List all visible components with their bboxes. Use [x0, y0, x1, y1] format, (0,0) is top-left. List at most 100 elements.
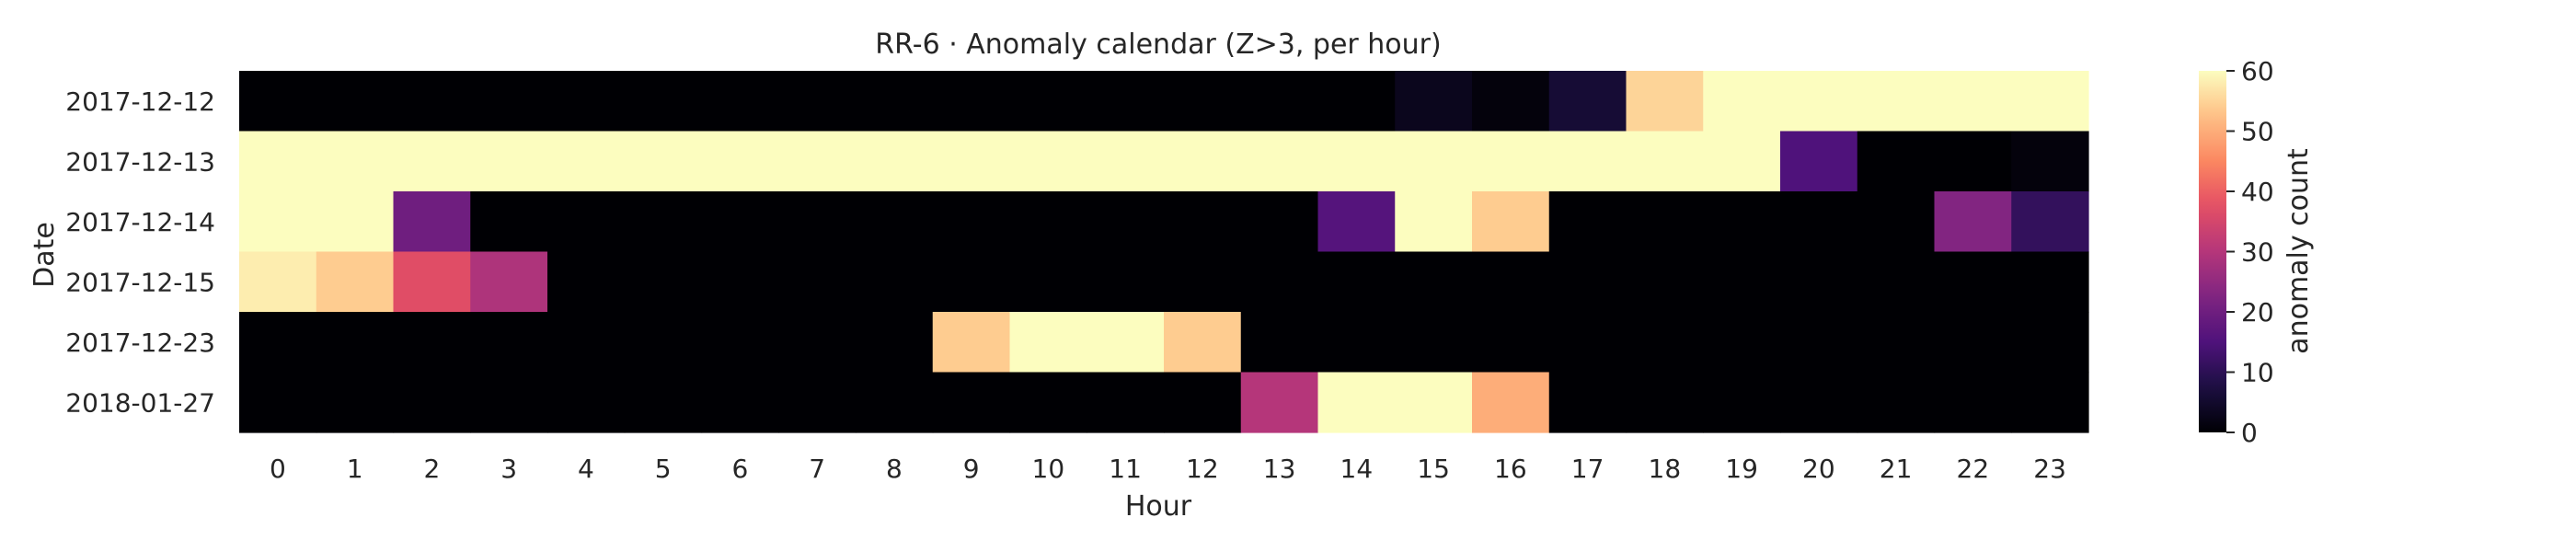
heatmap-cell: [778, 191, 857, 253]
x-tick-label: 5: [655, 454, 672, 484]
colorbar-ticks: 0 10 20 30 40 50 60: [2226, 56, 2274, 448]
heatmap-cell: [624, 312, 703, 374]
heatmap-cell: [1703, 372, 1781, 433]
x-tick-label: 21: [1880, 454, 1913, 484]
colorbar-tick-label: 10: [2241, 358, 2274, 388]
colorbar-tick-label: 50: [2241, 117, 2274, 147]
heatmap-cell: [547, 71, 626, 132]
colorbar-tick-label: 60: [2241, 56, 2274, 86]
x-tick-label: 23: [2033, 454, 2066, 484]
heatmap-cell: [547, 312, 626, 374]
heatmap-cell: [701, 191, 779, 253]
heatmap-cell: [932, 372, 1011, 433]
heatmap-cell: [1857, 312, 1936, 374]
heatmap-cell: [1548, 131, 1627, 192]
heatmap-cell: [1857, 71, 1936, 132]
heatmap-cell: [1548, 191, 1627, 253]
heatmap-cell: [1317, 131, 1396, 192]
x-tick-label: 12: [1186, 454, 1219, 484]
heatmap-cell: [624, 372, 703, 433]
x-tick-label: 14: [1340, 454, 1374, 484]
heatmap-cell: [1780, 372, 1858, 433]
x-axis-label: Hour: [1125, 490, 1192, 523]
heatmap-cell: [1548, 372, 1627, 433]
heatmap-cell: [1780, 251, 1858, 313]
heatmap-cell: [1395, 131, 1473, 192]
heatmap-cell: [1240, 251, 1319, 313]
heatmap-cell: [778, 251, 857, 313]
heatmap-cell: [393, 312, 471, 374]
heatmap-cell: [1317, 71, 1396, 132]
heatmap-cell: [778, 71, 857, 132]
heatmap-cell: [778, 372, 857, 433]
heatmap-cell: [1780, 71, 1858, 132]
heatmap-cell: [1703, 131, 1781, 192]
heatmap-cell: [1164, 251, 1242, 313]
x-tick-label: 13: [1263, 454, 1296, 484]
heatmap-cell: [1087, 71, 1165, 132]
x-tick-label: 6: [731, 454, 748, 484]
heatmap-cell: [1009, 191, 1087, 253]
heatmap-cell: [470, 251, 548, 313]
heatmap-cell: [1626, 131, 1704, 192]
heatmap-cell: [2011, 372, 2089, 433]
y-tick-label: 2017-12-23: [65, 328, 215, 358]
heatmap-cell: [1548, 312, 1627, 374]
heatmap-cell: [1240, 312, 1319, 374]
heatmap-cell: [2011, 251, 2089, 313]
y-tick-label: 2017-12-13: [65, 146, 215, 177]
heatmap-cell: [393, 71, 471, 132]
heatmap-cell: [1087, 312, 1165, 374]
heatmap-cell: [1472, 312, 1550, 374]
heatmap-cell: [316, 131, 395, 192]
heatmap-cell: [1395, 251, 1473, 313]
heatmap-cell: [624, 71, 703, 132]
heatmap-cell: [856, 372, 934, 433]
heatmap-cell: [470, 131, 548, 192]
heatmap-cell: [624, 131, 703, 192]
heatmap-cell: [624, 191, 703, 253]
heatmap-cell: [393, 191, 471, 253]
x-tick-label: 3: [500, 454, 517, 484]
heatmap-cell: [316, 312, 395, 374]
heatmap-cell: [1703, 191, 1781, 253]
heatmap-cell: [547, 372, 626, 433]
heatmap-cell: [1395, 71, 1473, 132]
heatmap-cell: [856, 191, 934, 253]
heatmap-cell: [856, 71, 934, 132]
heatmap-cell: [547, 251, 626, 313]
heatmap-cell: [1472, 251, 1550, 313]
heatmap-cell: [856, 312, 934, 374]
y-tick-label: 2017-12-12: [65, 86, 215, 117]
heatmap-cells: [239, 71, 2089, 433]
heatmap-cell: [1087, 372, 1165, 433]
heatmap-cell: [2011, 191, 2089, 253]
heatmap-cell: [1009, 71, 1087, 132]
heatmap-cell: [1395, 191, 1473, 253]
x-tick-label: 1: [347, 454, 363, 484]
heatmap-cell: [316, 71, 395, 132]
heatmap-cell: [239, 312, 317, 374]
heatmap-cell: [239, 71, 317, 132]
heatmap-cell: [1164, 71, 1242, 132]
heatmap-cell: [1934, 71, 2012, 132]
heatmap-cell: [1472, 71, 1550, 132]
heatmap-cell: [932, 131, 1011, 192]
heatmap-cell: [856, 251, 934, 313]
x-tick-label: 8: [886, 454, 903, 484]
heatmap-cell: [1548, 71, 1627, 132]
heatmap-cell: [470, 372, 548, 433]
colorbar-tick-label: 30: [2241, 237, 2274, 268]
heatmap-cell: [1934, 131, 2012, 192]
x-tick-label: 11: [1109, 454, 1142, 484]
heatmap-cell: [1087, 131, 1165, 192]
heatmap-cell: [778, 131, 857, 192]
heatmap-cell: [701, 372, 779, 433]
y-tick-label: 2017-12-14: [65, 207, 215, 237]
heatmap-cell: [1857, 131, 1936, 192]
colorbar-tick-label: 40: [2241, 177, 2274, 207]
x-tick-label: 22: [1957, 454, 1990, 484]
heatmap-cell: [1395, 372, 1473, 433]
heatmap-cell: [856, 131, 934, 192]
